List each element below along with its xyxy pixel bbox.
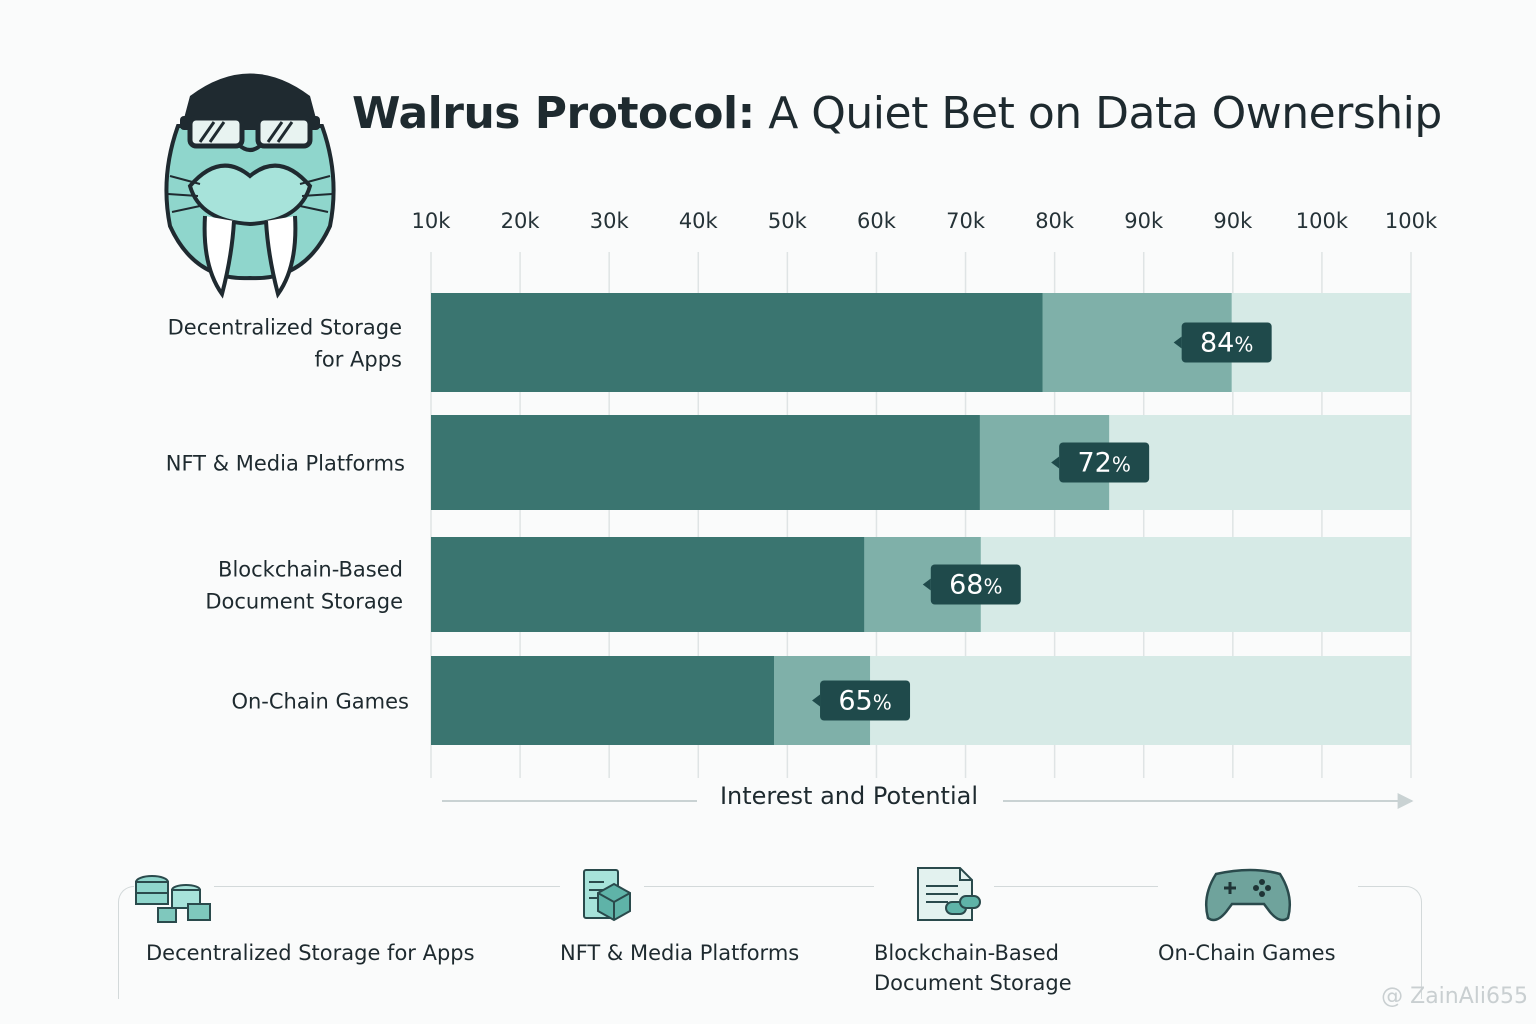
gamepad-icon bbox=[1158, 866, 1358, 926]
value-label: 84% bbox=[1173, 322, 1272, 363]
legend-label-nft: NFT & Media Platforms bbox=[560, 941, 800, 965]
x-tick-label: 90k bbox=[1213, 209, 1253, 233]
bar-value bbox=[431, 537, 865, 632]
bars bbox=[431, 293, 1411, 745]
category-label: Decentralized Storage for Apps bbox=[168, 316, 402, 372]
category-label: On-Chain Games bbox=[231, 690, 409, 714]
x-tick-label: 20k bbox=[501, 209, 541, 233]
watermark: @ ZainAli655 bbox=[1381, 984, 1528, 1009]
legend-label-document: Blockchain-Based Document Storage bbox=[874, 941, 1072, 995]
value-label: 72% bbox=[1051, 442, 1150, 483]
legend-frame bbox=[118, 886, 1422, 999]
x-tick-label: 80k bbox=[1035, 209, 1075, 233]
page-title-strong: Walrus Protocol: bbox=[352, 88, 755, 139]
page-title-rest: A Quiet Bet on Data Ownership bbox=[754, 88, 1442, 139]
svg-text:65%: 65% bbox=[838, 686, 891, 717]
svg-text:84%: 84% bbox=[1200, 328, 1253, 359]
x-tick-label: 70k bbox=[946, 209, 986, 233]
x-tick-label: 40k bbox=[679, 209, 719, 233]
x-axis-title: Interest and Potential bbox=[720, 782, 978, 810]
interest-bar-chart: 10k 20k 30k 40k 50k 60k 70k 80k 90k 90k 100k 100k 8… bbox=[165, 209, 1438, 810]
x-tick-label: 60k bbox=[857, 209, 897, 233]
legend-label-storage: Decentralized Storage for Apps bbox=[146, 941, 475, 965]
category-labels: Decentralized Storage for Apps NFT & Media… bbox=[166, 316, 409, 714]
chain-document-icon bbox=[874, 866, 994, 926]
page-title: Walrus Protocol: A Quiet Bet on Data Own… bbox=[352, 88, 1442, 139]
database-stack-icon bbox=[134, 866, 214, 926]
bar-value bbox=[431, 415, 980, 510]
svg-text:68%: 68% bbox=[949, 570, 1002, 601]
legend-label-games: On-Chain Games bbox=[1158, 941, 1336, 965]
bar-value bbox=[431, 293, 1043, 392]
value-labels: 84% 72% 68% 65% bbox=[812, 322, 1272, 721]
category-label: NFT & Media Platforms bbox=[166, 452, 405, 476]
x-tick-label: 50k bbox=[768, 209, 808, 233]
bar-value bbox=[431, 656, 774, 745]
x-tick-label: 10k bbox=[412, 209, 452, 233]
x-tick-label: 30k bbox=[590, 209, 630, 233]
category-label: Blockchain-Based Document Storage bbox=[205, 558, 403, 614]
x-tick-labels: 10k 20k 30k 40k 50k 60k 70k 80k 90k 90k 100k 100k bbox=[412, 209, 1438, 233]
walrus-mascot-icon bbox=[164, 73, 336, 299]
value-label: 68% bbox=[922, 564, 1021, 605]
x-tick-label: 100k bbox=[1385, 209, 1438, 233]
svg-text:72%: 72% bbox=[1077, 448, 1130, 479]
x-tick-label: 100k bbox=[1296, 209, 1349, 233]
x-tick-label: 90k bbox=[1124, 209, 1164, 233]
value-label: 65% bbox=[812, 680, 911, 721]
nft-cube-icon bbox=[560, 866, 644, 926]
